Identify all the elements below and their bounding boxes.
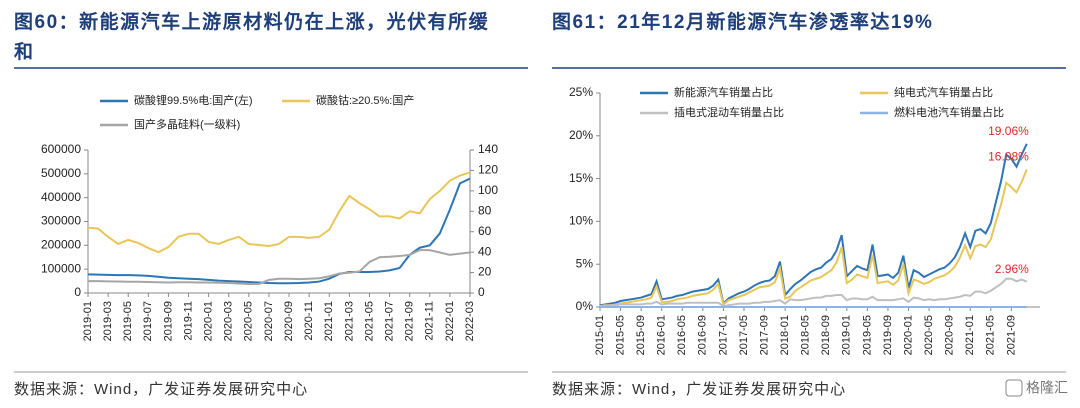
x-tick-label: 2018-01 xyxy=(779,315,791,355)
y-tick-label: 300000 xyxy=(41,214,81,228)
x-tick-label: 2016-01 xyxy=(656,315,668,355)
x-tick-label: 2019-09 xyxy=(882,315,894,355)
x-tick-label: 2019-03 xyxy=(102,301,114,341)
series-line xyxy=(87,177,471,285)
x-tick-label: 2021-01 xyxy=(323,301,335,341)
x-tick-label: 2021-11 xyxy=(424,301,436,341)
x-tick-label: 2020-01 xyxy=(203,301,215,341)
y2-tick-label: 60 xyxy=(478,224,492,238)
x-tick-label: 2020-11 xyxy=(303,301,315,341)
data-label: 2.96% xyxy=(995,262,1029,276)
legend-label: 燃料电池汽车销量占比 xyxy=(894,105,1004,119)
x-tick-label: 2022-03 xyxy=(464,301,476,341)
chart-title: 图61：21年12月新能源汽车渗透率达19% xyxy=(552,12,934,33)
y2-tick-label: 100 xyxy=(478,183,498,197)
series-line xyxy=(87,171,471,254)
legend-label: 新能源汽车销量占比 xyxy=(674,85,773,99)
legend-label: 插电式混动车销量占比 xyxy=(674,105,784,119)
y-tick-label: 500000 xyxy=(41,166,81,180)
x-tick-label: 2019-09 xyxy=(162,301,174,341)
x-tick-label: 2020-01 xyxy=(902,315,914,355)
x-tick-label: 2019-01 xyxy=(841,315,853,355)
x-tick-label: 2019-11 xyxy=(182,301,194,341)
legend-label: 纯电式汽车销量占比 xyxy=(894,85,993,99)
x-tick-label: 2020-09 xyxy=(944,315,956,355)
data-label: 19.06% xyxy=(988,124,1029,138)
x-tick-label: 2015-05 xyxy=(614,315,626,355)
x-tick-label: 2019-07 xyxy=(142,301,154,341)
x-tick-label: 2021-09 xyxy=(1005,315,1017,355)
y2-tick-label: 120 xyxy=(478,163,498,177)
series-line xyxy=(88,249,471,285)
x-tick-label: 2017-01 xyxy=(717,315,729,355)
y-tick-label: 0 xyxy=(74,285,81,299)
x-tick-label: 2015-01 xyxy=(594,315,606,355)
legend-label: 碳酸钴:≥20.5%:国产 xyxy=(316,93,414,107)
x-tick-label: 2018-09 xyxy=(820,315,832,355)
y-tick-label: 10% xyxy=(569,214,593,228)
legend-label: 国产多晶硅料(一级料) xyxy=(134,117,240,131)
y2-tick-label: 140 xyxy=(478,142,498,156)
source-note: 数据来源：Wind，广发证券发展研究中心 xyxy=(14,381,309,398)
x-tick-label: 2021-01 xyxy=(964,315,976,355)
y2-tick-label: 0 xyxy=(478,285,485,299)
series-line xyxy=(599,168,1028,308)
series-line xyxy=(600,277,1028,308)
y-tick-label: 20% xyxy=(569,128,593,142)
legend-label: 碳酸锂99.5%电:国产(左) xyxy=(134,93,253,107)
source-note: 数据来源：Wind，广发证券发展研究中心 xyxy=(552,381,847,398)
y2-tick-label: 20 xyxy=(478,265,492,279)
x-tick-label: 2021-05 xyxy=(985,315,997,355)
data-label: 16.08% xyxy=(988,150,1029,164)
x-tick-label: 2018-05 xyxy=(800,315,812,355)
x-tick-label: 2017-09 xyxy=(758,315,770,355)
y-tick-label: 0% xyxy=(576,299,594,313)
x-tick-label: 2016-09 xyxy=(697,315,709,355)
x-tick-label: 2022-01 xyxy=(444,301,456,341)
x-tick-label: 2019-05 xyxy=(861,315,873,355)
series-line xyxy=(599,143,1028,307)
x-tick-label: 2019-01 xyxy=(82,301,94,341)
x-tick-label: 2020-09 xyxy=(283,301,295,341)
y-tick-label: 200000 xyxy=(41,238,81,252)
x-tick-label: 2016-05 xyxy=(676,315,688,355)
x-tick-label: 2020-05 xyxy=(923,315,935,355)
logo-icon xyxy=(1005,379,1023,397)
x-tick-label: 2020-07 xyxy=(263,301,275,341)
y-tick-label: 5% xyxy=(576,256,594,270)
y-tick-label: 15% xyxy=(569,171,593,185)
x-tick-label: 2019-05 xyxy=(122,301,134,341)
watermark: 格隆汇 xyxy=(1026,380,1068,396)
y-tick-label: 600000 xyxy=(41,142,81,156)
x-tick-label: 2015-09 xyxy=(635,315,647,355)
y-tick-label: 100000 xyxy=(41,261,81,275)
x-tick-label: 2020-03 xyxy=(223,301,235,341)
x-tick-label: 2021-09 xyxy=(404,301,416,341)
y-tick-label: 25% xyxy=(569,85,593,99)
chart-title: 图60：新能源汽车上游原材料仍在上涨，光伏有所缓和 xyxy=(14,12,490,63)
x-tick-label: 2021-03 xyxy=(343,301,355,341)
x-tick-label: 2021-05 xyxy=(363,301,375,341)
y-tick-label: 400000 xyxy=(41,190,81,204)
x-tick-label: 2020-05 xyxy=(243,301,255,341)
x-tick-label: 2017-05 xyxy=(738,315,750,355)
y2-tick-label: 80 xyxy=(478,203,492,217)
y2-tick-label: 40 xyxy=(478,244,492,258)
x-tick-label: 2021-07 xyxy=(383,301,395,341)
